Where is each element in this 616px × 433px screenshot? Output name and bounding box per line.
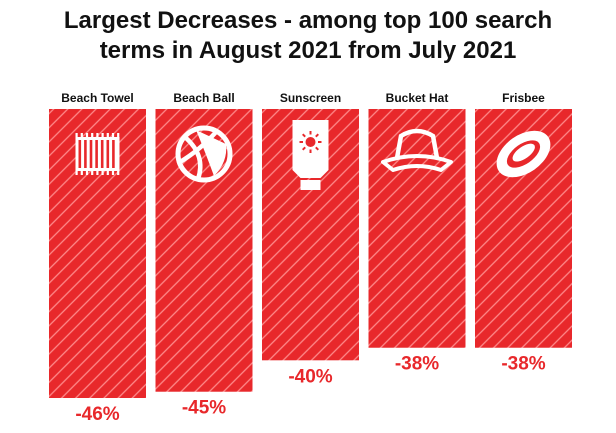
sunscreen-icon: [292, 120, 329, 190]
frisbee-icon: [496, 130, 551, 178]
value-label: -45%: [182, 398, 226, 419]
bar-bucket-hat: [368, 109, 466, 348]
category-label: Beach Ball: [173, 91, 234, 105]
chart-title-line-1: Largest Decreases - among top 100 search: [63, 7, 553, 34]
chart-title-line-2: terms in August 2021 from July 2021: [99, 37, 517, 64]
value-label: -38%: [501, 354, 545, 375]
category-label: Frisbee: [502, 91, 545, 105]
category-label: Beach Towel: [61, 91, 133, 105]
bucket-hat-icon: [381, 128, 453, 172]
chart-title: Largest Decreases - among top 100 search…: [0, 6, 616, 66]
beach-towel-icon: [75, 133, 120, 175]
bar-beach-ball: [155, 109, 253, 392]
value-label: -46%: [75, 404, 119, 425]
category-label: Bucket Hat: [386, 91, 449, 105]
beach-ball-icon: [175, 125, 233, 183]
category-label: Sunscreen: [280, 91, 341, 105]
value-label: -40%: [288, 366, 332, 387]
value-label: -38%: [395, 354, 439, 375]
